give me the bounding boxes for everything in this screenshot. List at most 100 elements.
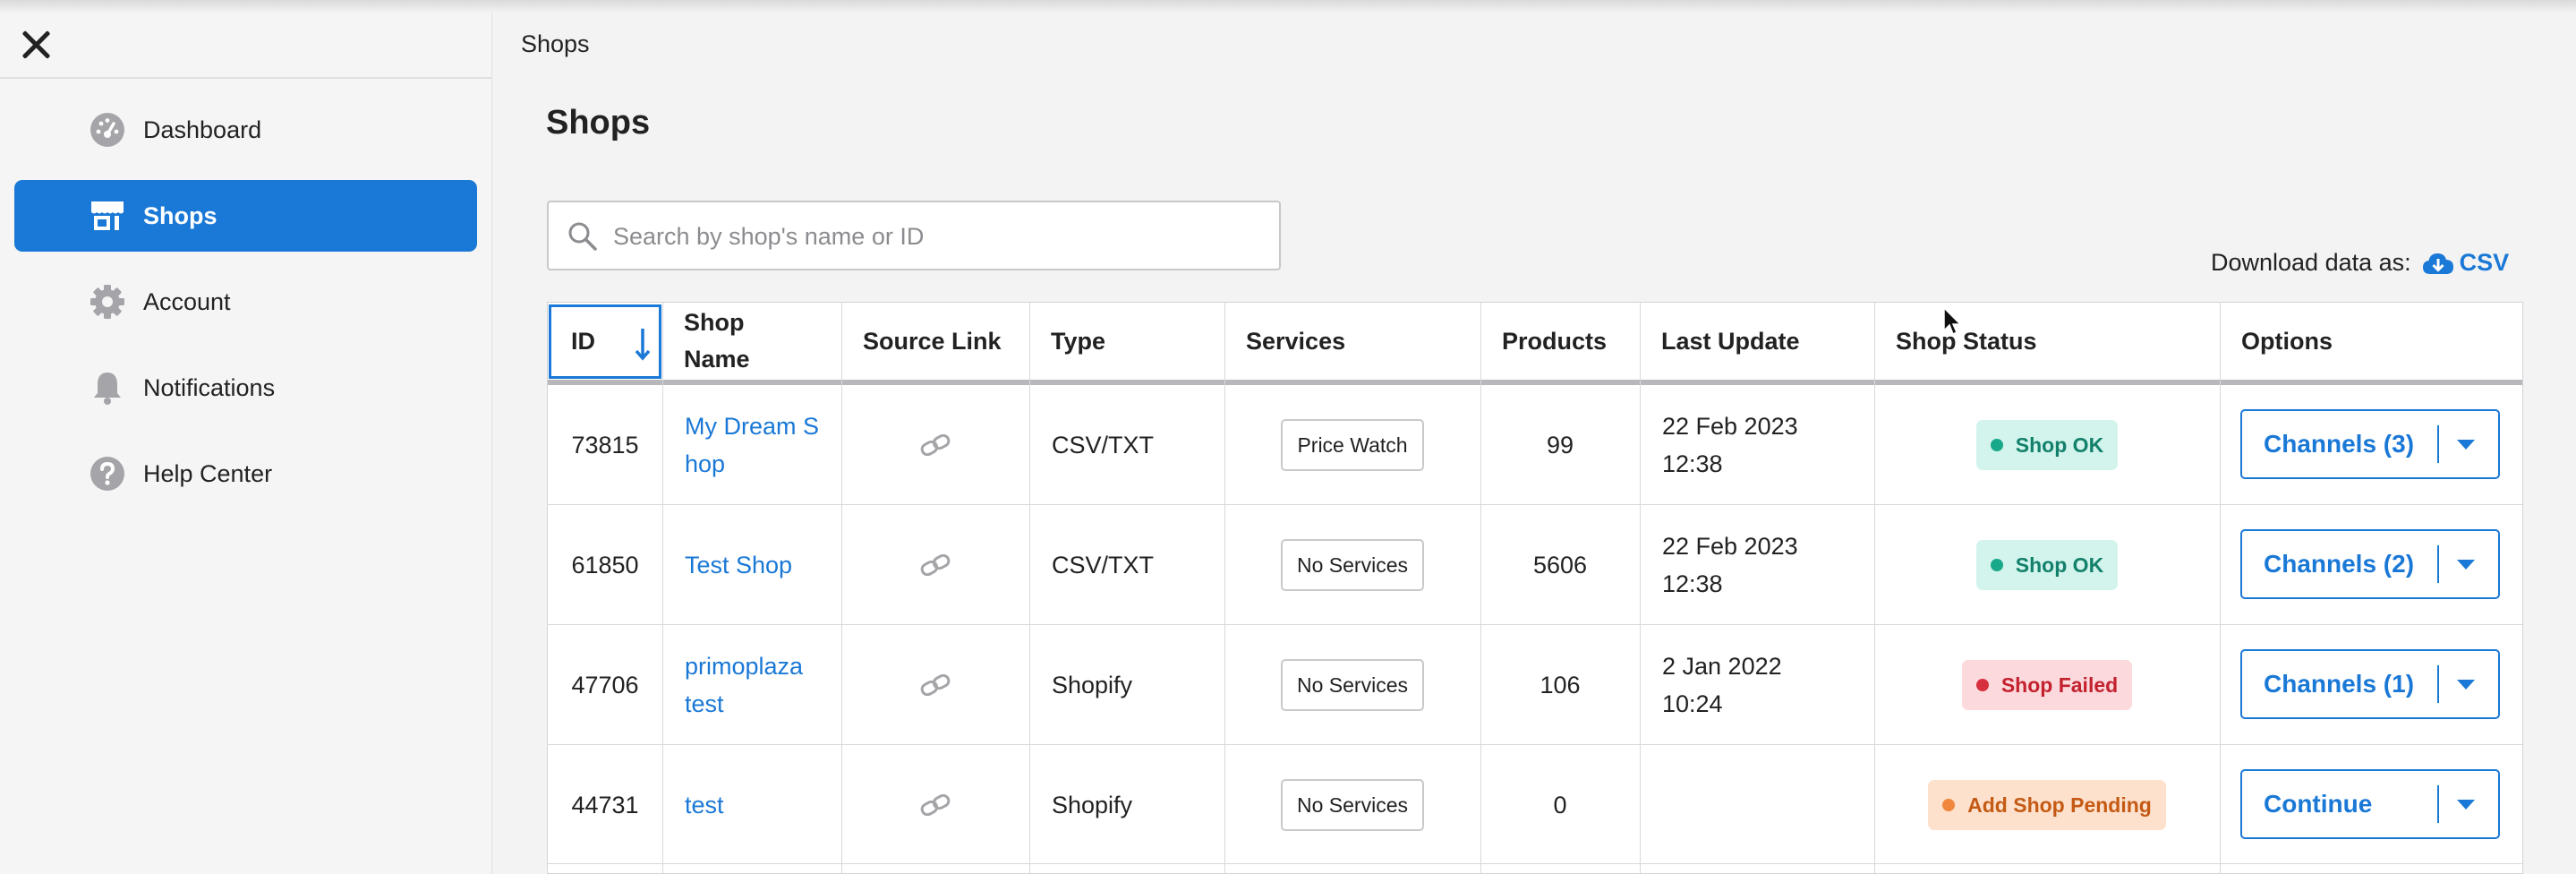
search-box (547, 201, 1281, 270)
header-divider (548, 380, 2522, 385)
cell-id: 44731 (571, 791, 639, 818)
cell-last-update: 2 Jan 2022 10:24 (1662, 625, 1868, 744)
status-label: Shop Failed (2000, 673, 2119, 697)
options-button-label: Continue (2264, 790, 2373, 818)
sidebar-divider (0, 77, 491, 79)
status-badge: Shop OK (1975, 539, 2119, 590)
bell-icon (94, 373, 121, 405)
options-button-label: Channels (1) (2264, 670, 2415, 698)
sidebar-item-help-center[interactable]: Help Center (14, 438, 477, 510)
column-label: Source Link (863, 327, 1002, 355)
column-label: Shop Status (1896, 327, 2037, 355)
sort-descending-icon (635, 329, 651, 361)
cell-shop-status: Add Shop Pending (1874, 745, 2220, 864)
update-date: 22 Feb 2023 (1662, 532, 1798, 560)
options-split-button[interactable]: Channels (2) (2240, 529, 2500, 599)
column-header-shop-name[interactable]: Shop Name (662, 303, 841, 380)
column-label: Shop Name (684, 309, 750, 373)
column-header-id[interactable]: ID (549, 304, 661, 379)
shop-name-link[interactable]: Test Shop (685, 546, 792, 584)
options-split-button[interactable]: Continue (2240, 769, 2500, 839)
column-divider (2220, 303, 2221, 873)
row-divider (548, 863, 2522, 864)
column-header-options: Options (2220, 303, 2522, 380)
column-header-services: Services (1224, 303, 1480, 380)
column-divider (1874, 303, 1875, 873)
options-split-button[interactable]: Channels (1) (2240, 649, 2500, 719)
shop-name-link[interactable]: primoplaza test (685, 647, 803, 723)
chevron-down-icon[interactable] (2457, 680, 2475, 690)
cell-products: 5606 (1532, 551, 1588, 578)
shops-table: ID Shop Name Source Link Type Services P… (547, 302, 2523, 874)
search-input[interactable] (611, 213, 1259, 260)
cell-source-link (841, 745, 1029, 864)
row-divider (548, 744, 2522, 745)
options-button-label: Channels (2) (2264, 550, 2415, 578)
sidebar-item-dashboard[interactable]: Dashboard (14, 94, 477, 166)
button-divider (2437, 545, 2439, 583)
cell-id: 61850 (571, 551, 639, 578)
column-divider (1640, 303, 1641, 873)
service-badge: No Services (1281, 538, 1424, 591)
column-label: Products (1502, 327, 1608, 355)
page-title: Shops (546, 104, 651, 141)
status-dot-icon (1990, 558, 2003, 571)
mouse-cursor-icon (1943, 306, 1962, 336)
column-header-last-update: Last Update (1640, 303, 1874, 380)
sidebar-item-notifications[interactable]: Notifications (14, 352, 477, 424)
sidebar-item-account[interactable]: Account (14, 266, 477, 338)
cell-type: CSV/TXT (1052, 431, 1155, 458)
cell-id: 47706 (571, 671, 639, 698)
link-icon[interactable] (919, 433, 951, 456)
row-divider (548, 504, 2522, 505)
column-label: ID (571, 328, 595, 355)
update-time: 12:38 (1662, 450, 1723, 477)
cell-shop-status: Shop OK (1874, 505, 2220, 624)
cell-source-link (841, 505, 1029, 624)
column-divider (1029, 303, 1030, 873)
shop-name-link[interactable]: test (685, 786, 724, 824)
service-badge: Price Watch (1281, 418, 1424, 471)
update-date: 2 Jan 2022 (1662, 652, 1782, 680)
cell-source-link (841, 385, 1029, 504)
breadcrumb: Shops (521, 30, 590, 57)
link-icon[interactable] (919, 673, 951, 696)
shop-name-line: hop (685, 450, 726, 477)
column-header-products: Products (1480, 303, 1640, 380)
column-header-source-link: Source Link (841, 303, 1029, 380)
chevron-down-icon[interactable] (2457, 800, 2475, 810)
service-badge: No Services (1281, 778, 1424, 831)
service-badge: No Services (1281, 658, 1424, 711)
button-divider (2437, 665, 2439, 703)
options-split-button[interactable]: Channels (3) (2240, 409, 2500, 479)
shop-name-line: primoplaza (685, 652, 804, 680)
update-time: 12:38 (1662, 570, 1723, 597)
speedometer-icon (90, 113, 124, 147)
shop-name-line: Test Shop (685, 551, 793, 578)
shop-name-line: test (685, 690, 724, 717)
status-label: Shop OK (2015, 553, 2104, 577)
close-icon[interactable] (16, 25, 55, 64)
cell-shop-name: My Dream S hop (685, 385, 837, 504)
column-divider (1480, 303, 1481, 873)
row-divider (548, 624, 2522, 625)
link-icon[interactable] (919, 793, 951, 816)
cell-products: 0 (1553, 791, 1567, 818)
gear-icon (90, 285, 124, 319)
csv-download-link[interactable]: CSV (2422, 249, 2509, 277)
link-icon[interactable] (919, 553, 951, 576)
question-icon (90, 457, 124, 491)
chevron-down-icon[interactable] (2457, 440, 2475, 450)
sidebar-item-shops[interactable]: Shops (14, 180, 477, 252)
search-icon (568, 222, 597, 251)
column-divider (662, 303, 663, 873)
cloud-download-icon (2422, 253, 2453, 274)
cell-services: Price Watch (1224, 385, 1480, 504)
chevron-down-icon[interactable] (2457, 560, 2475, 570)
sidebar-item-label: Notifications (143, 373, 276, 401)
column-label: Options (2241, 327, 2333, 355)
sidebar-item-label: Shops (143, 201, 218, 229)
cell-last-update (1662, 745, 1868, 864)
shop-name-link[interactable]: My Dream S hop (685, 407, 819, 483)
top-bar (0, 0, 2576, 13)
